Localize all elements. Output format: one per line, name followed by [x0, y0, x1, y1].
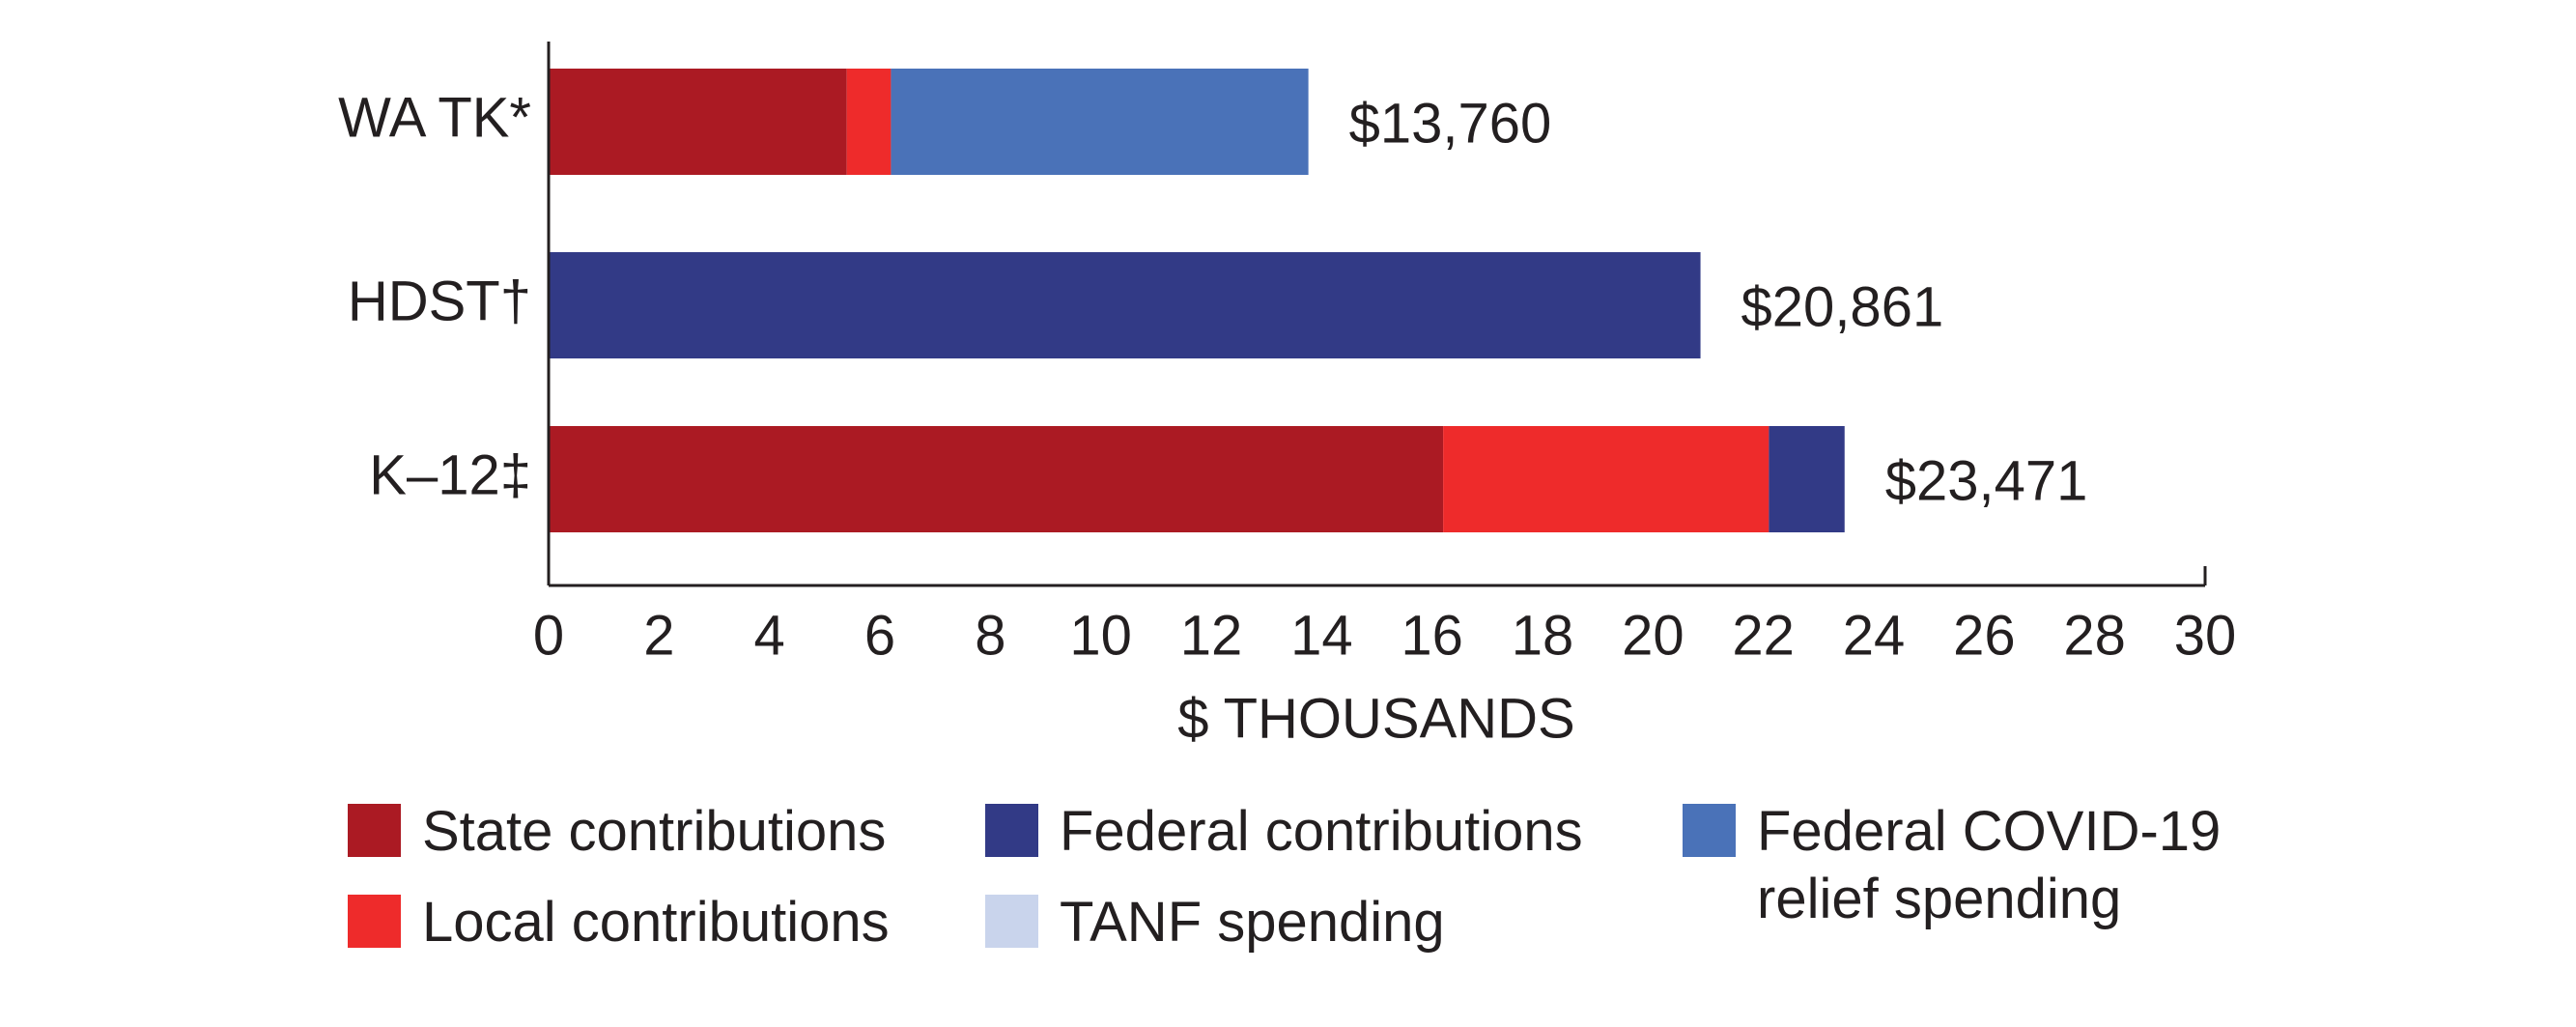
legend-item: Federal COVID-19 relief spending [1683, 798, 2281, 933]
legend-label: Local contributions [422, 891, 890, 954]
x-tick-label: 18 [1512, 604, 1574, 667]
x-tick-label: 4 [754, 604, 785, 667]
legend-label: TANF spending [1060, 891, 1445, 954]
legend-item: Federal contributions [985, 798, 1583, 866]
legend-label: State contributions [422, 800, 887, 863]
x-axis-title: $ THOUSANDS [1177, 687, 1574, 750]
x-tick-label: 30 [2174, 604, 2237, 667]
legend-label: Federal contributions [1060, 800, 1583, 863]
bar-segment [549, 252, 1701, 358]
value-label: $23,471 [1885, 449, 2088, 512]
y-tick-label: WA TK* [338, 86, 531, 149]
bar-segment [846, 69, 892, 175]
x-tick-label: 14 [1290, 604, 1353, 667]
bar-segment [549, 426, 1444, 532]
legend-swatch [985, 804, 1038, 857]
x-tick-label: 10 [1069, 604, 1132, 667]
value-label: $20,861 [1741, 275, 1944, 338]
y-tick-label: K–12‡ [369, 443, 531, 506]
legend-item: Local contributions [348, 889, 890, 956]
bar-segment [1443, 426, 1769, 532]
x-tick-label: 12 [1180, 604, 1243, 667]
bar-segment [891, 69, 1309, 175]
x-tick-label: 8 [975, 604, 1005, 667]
legend-swatch [348, 895, 401, 948]
legend-label: Federal COVID-19 relief spending [1757, 800, 2222, 930]
x-tick-label: 22 [1732, 604, 1795, 667]
value-label: $13,760 [1349, 92, 1552, 155]
bar-segment [549, 69, 847, 175]
chart: $ THOUSANDS WA TK* $13,760 HDST† $20,861 K–1… [338, 42, 2237, 750]
x-tick-label: 6 [864, 604, 895, 667]
legend-item: TANF spending [985, 889, 1445, 956]
legend-swatch [1683, 804, 1736, 857]
x-tick-label: 28 [2063, 604, 2126, 667]
x-tick-label: 20 [1622, 604, 1684, 667]
x-tick-label: 26 [1953, 604, 2016, 667]
x-tick-label: 2 [643, 604, 674, 667]
x-tick-label: 24 [1843, 604, 1906, 667]
x-tick-label: 16 [1401, 604, 1463, 667]
legend-swatch [348, 804, 401, 857]
legend-item: State contributions [348, 798, 886, 866]
x-tick-label: 0 [533, 604, 564, 667]
y-tick-label: HDST† [348, 270, 531, 332]
bar-segment [1769, 426, 1845, 532]
legend-swatch [985, 895, 1038, 948]
